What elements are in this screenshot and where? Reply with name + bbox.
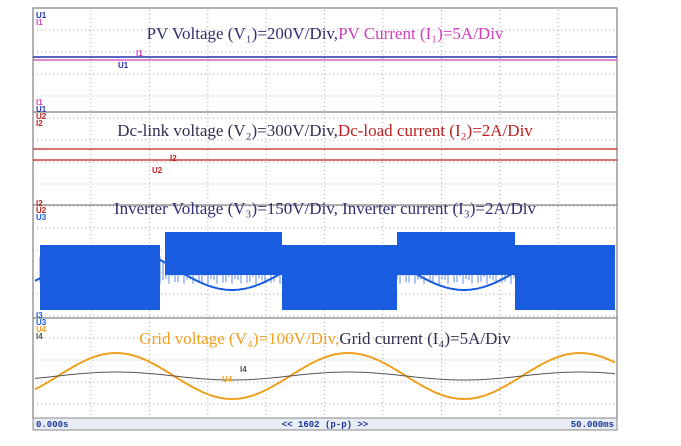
center-readout: << 1602 (p-p) >> [282, 420, 368, 430]
channel-label: U3 [36, 318, 47, 327]
pwm-block [40, 245, 160, 310]
channel-label: U2 [36, 112, 47, 121]
trace-label: U1 [118, 61, 129, 70]
voltage-label: Dc-link voltage (V₂)=300V/Div, [117, 121, 338, 140]
panel-title: PV Voltage (V₁)=200V/Div,PV Current (I₁)… [147, 24, 504, 43]
start-time: 0.000s [36, 420, 68, 430]
waveform [34, 245, 616, 291]
trace-label: I4 [240, 365, 247, 374]
channel-label: I2 [36, 119, 43, 128]
channel-label: I3 [36, 311, 43, 320]
pwm-block [165, 232, 282, 275]
channel-label: I4 [36, 332, 43, 341]
channel-label: U4 [36, 325, 47, 334]
panel-title: Inverter Voltage (V₃)=150V/Div, Inverter… [114, 199, 537, 218]
channel-label: U3 [36, 213, 47, 222]
channel-label: I1 [36, 98, 43, 107]
current-label: Dc-load current (I₂)=2A/Div [338, 121, 533, 140]
labels: PV Voltage (V₁)=200V/Div,PV Current (I₁)… [36, 11, 537, 384]
pwm-block [282, 245, 397, 310]
channel-label: U1 [36, 105, 47, 114]
channel-label: U1 [36, 11, 47, 20]
pwm-block [397, 232, 515, 275]
trace-label: U2 [152, 166, 163, 175]
voltage-label: Grid voltage (V₄)=100V/Div, [139, 329, 339, 348]
voltage-label: PV Voltage (V₁)=200V/Div, [147, 24, 339, 43]
status-bar [32, 417, 618, 431]
trace-label: U4 [222, 375, 233, 384]
current-label: Grid current (I₄)=5A/Div [339, 329, 511, 348]
panel-title: Grid voltage (V₄)=100V/Div,Grid current … [139, 329, 511, 348]
panel-title: Dc-link voltage (V₂)=300V/Div,Dc-load cu… [117, 121, 533, 140]
end-time: 50.000ms [571, 420, 614, 430]
channel-label: I2 [36, 199, 43, 208]
channel-label: I1 [36, 18, 43, 27]
trace-label: I2 [170, 154, 177, 163]
trace-label: I1 [136, 49, 143, 58]
voltage-label: Inverter Voltage (V₃)=150V/Div, Inverter… [114, 199, 537, 218]
channel-label: U2 [36, 206, 47, 215]
current-label: PV Current (I₁)=5A/Div [338, 24, 504, 43]
waveforms [33, 56, 617, 400]
waveform [34, 352, 616, 400]
waveform [34, 371, 616, 381]
